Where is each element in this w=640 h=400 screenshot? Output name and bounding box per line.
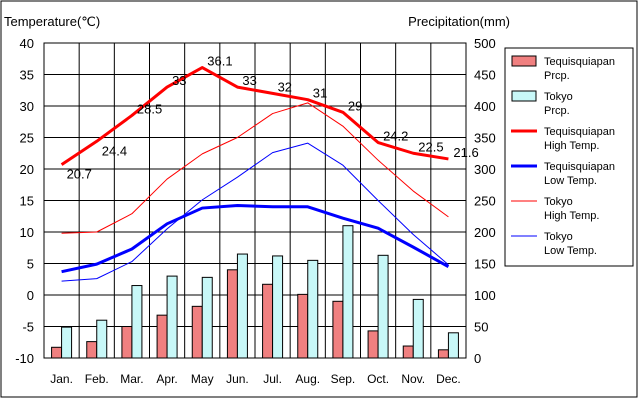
x-tick-label: Jun. <box>226 372 249 386</box>
right-tick-label: 450 <box>474 68 496 83</box>
precip-bar <box>437 349 449 359</box>
legend-label: Tequisquiapan High Temp. <box>544 126 615 152</box>
x-tick-label: Dec. <box>436 372 461 386</box>
legend-swatch <box>511 55 537 67</box>
legend-label: Tokyo High Temp. <box>544 196 599 222</box>
x-tick-label: Apr. <box>156 372 177 386</box>
right-tick-label: 350 <box>474 131 496 146</box>
temperature-line <box>61 102 449 234</box>
left-tick-label: 40 <box>20 36 34 51</box>
right-tick-label: 100 <box>474 288 496 303</box>
precip-bar <box>342 225 354 359</box>
right-tick-label: 0 <box>474 351 481 366</box>
data-label: 36.1 <box>207 54 232 69</box>
precip-bar <box>201 276 213 359</box>
precip-bar <box>272 255 284 359</box>
data-label: 33 <box>172 73 186 88</box>
left-tick-label: 30 <box>20 99 34 114</box>
data-label: 24.4 <box>102 143 127 158</box>
right-axis-title: Precipitation(mm) <box>408 14 510 29</box>
data-label: 32 <box>278 79 292 94</box>
x-tick-label: Jul. <box>263 372 282 386</box>
precip-bar <box>96 319 108 359</box>
left-tick-label: 25 <box>20 131 34 146</box>
right-tick-label: 300 <box>474 162 496 177</box>
data-label: 24.2 <box>383 129 408 144</box>
left-tick-label: 35 <box>20 68 34 83</box>
precip-bar <box>61 326 73 359</box>
legend-swatch <box>511 90 537 102</box>
data-label: 22.5 <box>418 139 443 154</box>
legend-label: Tokyo Low Temp. <box>544 231 597 257</box>
left-tick-label: 10 <box>20 225 34 240</box>
precip-bar <box>307 259 319 359</box>
x-tick-label: Jan. <box>50 372 73 386</box>
data-label: 28.5 <box>137 101 162 116</box>
data-label: 33 <box>242 73 256 88</box>
legend-label: Tokyo Prcp. <box>544 91 573 117</box>
temperature-line <box>60 66 449 166</box>
precip-bar <box>121 326 133 359</box>
precip-bar <box>51 346 63 359</box>
precip-bar <box>156 314 168 359</box>
precip-bar <box>166 275 178 359</box>
right-tick-label: 50 <box>474 320 488 335</box>
x-tick-label: Mar. <box>120 372 143 386</box>
right-tick-label: 400 <box>474 99 496 114</box>
precip-bar <box>262 283 274 359</box>
left-tick-label: -5 <box>22 320 34 335</box>
legend-label: Tequisquiapan Prcp. <box>544 56 615 82</box>
left-tick-label: 20 <box>20 162 34 177</box>
left-tick-label: -10 <box>15 351 34 366</box>
x-tick-label: Aug. <box>295 372 320 386</box>
right-tick-label: 200 <box>474 225 496 240</box>
data-label: 29 <box>348 98 362 113</box>
precip-bar <box>86 341 98 359</box>
left-axis-title: Temperature(℃) <box>4 14 100 29</box>
precip-bar <box>402 345 414 359</box>
precip-bar <box>367 330 379 359</box>
x-tick-label: May <box>191 372 214 386</box>
x-tick-label: Feb. <box>85 372 109 386</box>
precip-bar <box>377 254 389 359</box>
precip-bar <box>412 298 424 359</box>
right-tick-label: 250 <box>474 194 496 209</box>
precip-bar <box>226 269 238 359</box>
left-tick-label: 15 <box>20 194 34 209</box>
precip-bar <box>447 332 459 359</box>
precip-bar <box>332 300 344 359</box>
data-label: 20.7 <box>67 167 92 182</box>
right-tick-label: 500 <box>474 36 496 51</box>
precip-bar <box>131 285 143 359</box>
legend: Tequisquiapan Prcp. Tokyo Prcp. Tequisquiapa… <box>504 47 634 267</box>
precip-bar <box>191 305 203 359</box>
left-tick-label: 0 <box>27 288 34 303</box>
precip-bar <box>297 293 309 359</box>
x-tick-label: Sep. <box>331 372 356 386</box>
x-tick-label: Oct. <box>367 372 389 386</box>
temperature-line <box>61 204 450 274</box>
precip-bar <box>236 253 248 359</box>
data-label: 21.6 <box>453 145 478 160</box>
legend-label: Tequisquiapan Low Temp. <box>544 161 615 187</box>
right-tick-label: 150 <box>474 257 496 272</box>
data-label: 31 <box>313 86 327 101</box>
x-tick-label: Nov. <box>401 372 425 386</box>
left-tick-label: 5 <box>27 257 34 272</box>
temperature-line <box>61 142 449 282</box>
